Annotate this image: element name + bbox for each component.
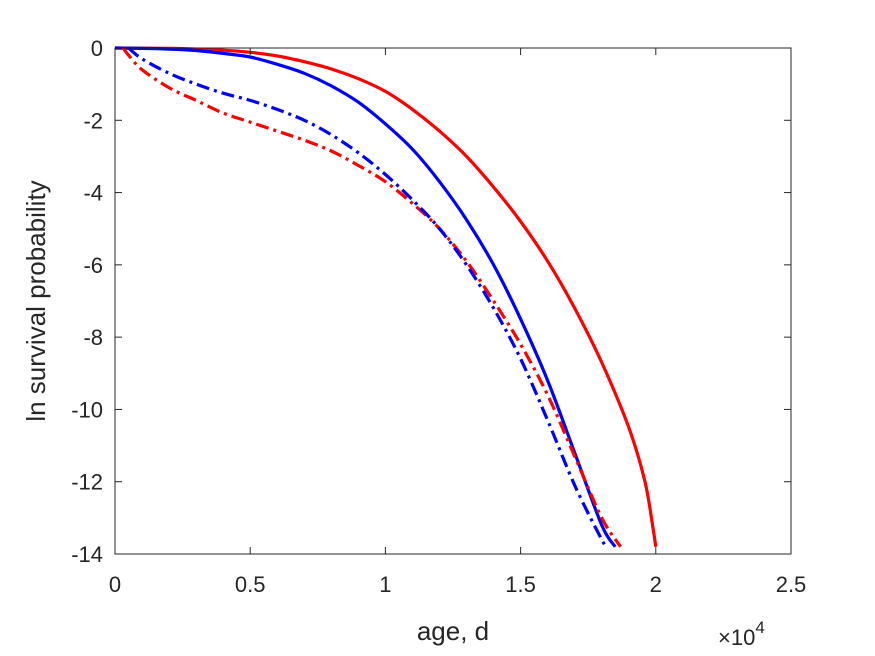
y-tick-label: -4 bbox=[83, 181, 103, 206]
x-multiplier-base: ×10 bbox=[718, 625, 755, 650]
series-line-1 bbox=[114, 46, 658, 548]
series-line-4 bbox=[127, 46, 609, 549]
y-tick-label: -8 bbox=[83, 325, 103, 350]
y-tick-label: 0 bbox=[91, 36, 103, 61]
plot-background bbox=[115, 48, 791, 554]
x-tick-label: 0.5 bbox=[235, 572, 266, 597]
x-multiplier-label: ×104 bbox=[718, 618, 765, 650]
y-tick-label: -2 bbox=[83, 108, 103, 133]
x-tick-label: 1 bbox=[379, 572, 391, 597]
series-line-2 bbox=[114, 46, 617, 548]
y-tick-label: -6 bbox=[83, 253, 103, 278]
y-tick-label: -12 bbox=[71, 470, 103, 495]
x-tick-label: 2 bbox=[650, 572, 662, 597]
x-axis-label: age, d bbox=[417, 616, 489, 646]
series-layer bbox=[114, 46, 658, 549]
y-tick-label: -14 bbox=[71, 542, 103, 567]
x-tick-label: 2.5 bbox=[776, 572, 807, 597]
y-tick-label: -10 bbox=[71, 397, 103, 422]
x-multiplier-exponent: 4 bbox=[755, 618, 764, 637]
x-tick-label: 0 bbox=[109, 572, 121, 597]
tick-layer: 0 0.5 1 1.5 2 2.5 0 -2 -4 -6 -8 -10 -12 -14 bbox=[71, 36, 806, 597]
series-line-3 bbox=[121, 47, 622, 548]
y-axis-label: ln survival probability bbox=[21, 180, 51, 421]
x-tick-label: 1.5 bbox=[505, 572, 536, 597]
plot-frame bbox=[114, 47, 792, 555]
